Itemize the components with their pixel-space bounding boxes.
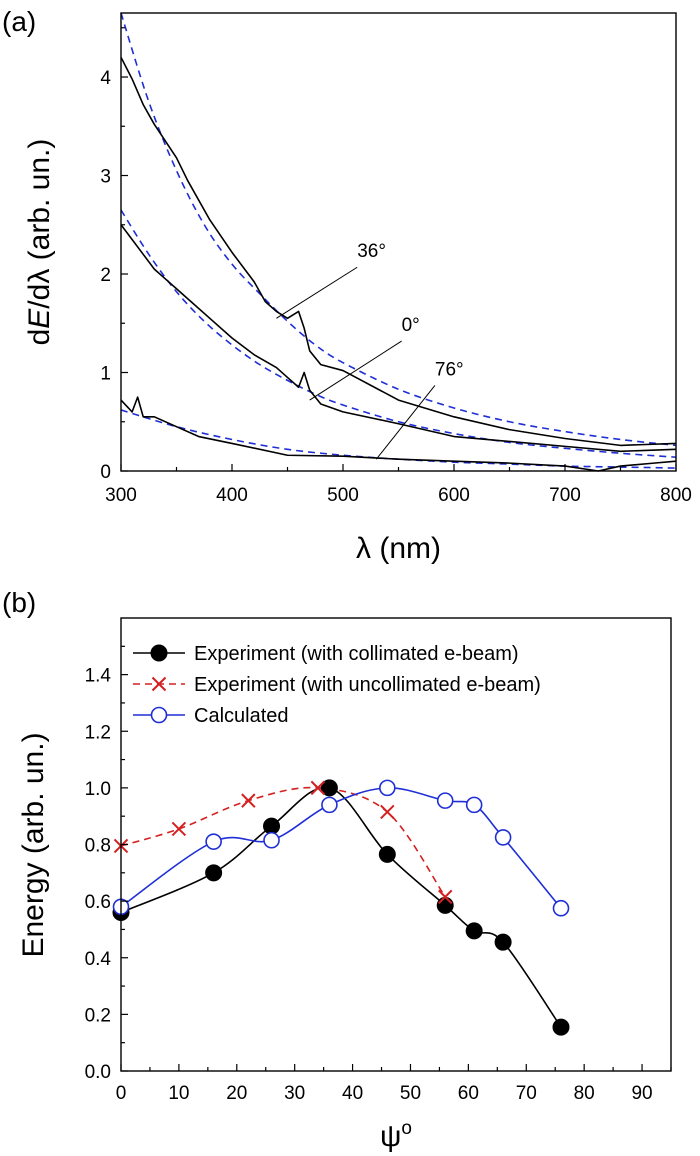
panel-b-point-3 [263, 831, 280, 849]
panel-b-legend: Experiment (with collimated e-beam) Exper… [133, 643, 541, 727]
panel-a-label: (a) [2, 6, 36, 37]
panel-b-series-line-2 [120, 786, 446, 898]
panel-a-xtick-label: 500 [327, 485, 359, 506]
panel-a-ylabel-prefix: d [23, 329, 56, 346]
panel-a-measured-line [120, 56, 677, 447]
panel-b-xtick-label: 90 [631, 1083, 652, 1104]
panel-b-point-2 [380, 804, 395, 820]
panel-a-annotation-label: 0° [402, 315, 420, 336]
panel-a-xtick-label: 700 [549, 485, 581, 506]
panel-a-ytick-label: 0 [100, 462, 111, 483]
panel-b-point-3 [321, 796, 338, 814]
panel-b-ytick-label: 0.4 [85, 949, 112, 970]
panel-b-xlabel-sup: o [401, 1118, 412, 1139]
panel-b-xtick-label: 40 [342, 1083, 363, 1104]
panel-b-point-2 [438, 889, 453, 905]
legend-marker-1 [150, 644, 168, 662]
panel-a-xtick-label: 400 [216, 485, 248, 506]
panel-a-measured-line [120, 224, 677, 453]
panel-b-point-3 [494, 829, 512, 846]
panel-b-ytick-label: 1.4 [85, 666, 112, 687]
panel-b-ytick-label: 0.2 [85, 1005, 111, 1026]
panel-b-ytick-label: 0.6 [85, 892, 111, 913]
panel-a-ylabel-suffix: /dλ (arb. un.) [23, 139, 56, 309]
panel-a-ticks: 300 400 500 600 700 800 0 1 2 3 4 [100, 27, 692, 506]
panel-b-point-3 [552, 899, 570, 917]
panel-a-plot-area [120, 12, 677, 472]
panel-b-point-1 [263, 817, 281, 835]
panel-a: (a) 300 400 500 600 700 800 0 1 2 3 4 36° 0° 76° λ (… [2, 6, 692, 565]
panel-b-label: (b) [2, 587, 36, 618]
panel-b-xtick-label: 80 [574, 1083, 595, 1104]
panel-b-xtick-label: 60 [458, 1083, 479, 1104]
panel-b-point-3 [465, 796, 483, 814]
panel-b-series-line-3 [120, 787, 562, 909]
panel-a-fit-line [120, 209, 677, 459]
panel-b-point-1 [205, 864, 223, 882]
panel-b-point-1 [320, 779, 338, 797]
panel-a-annotation-label: 36° [357, 241, 386, 262]
panel-b-series-line-1 [120, 786, 562, 1028]
legend-label-3: Calculated [194, 705, 289, 727]
panel-a-ytick-label: 4 [100, 68, 111, 89]
panel-b-ytick-label: 1.2 [85, 722, 111, 743]
panel-a-annotation-leader [276, 266, 358, 319]
panel-a-annotation-leader [375, 385, 436, 460]
legend-marker-3 [150, 706, 168, 724]
panel-b-point-3 [379, 779, 396, 797]
panel-a-xlabel: λ (nm) [356, 532, 441, 565]
panel-a-ytick-label: 1 [100, 364, 111, 385]
panel-b-point-2 [171, 821, 187, 837]
legend-label-2: Experiment (with uncollimated e-beam) [194, 674, 541, 696]
panel-b-ticks: 0 10 20 30 40 50 60 70 80 90 0.0 0.2 0.4 0.6 0.8 1.0 1.2… [85, 645, 672, 1104]
panel-b-point-1 [465, 922, 483, 940]
panel-b-xtick-label: 50 [400, 1083, 421, 1104]
panel-a-annotation-label: 76° [435, 359, 464, 380]
panel-a-ylabel: dE/dλ (arb. un.) [23, 139, 56, 346]
panel-b-xtick-label: 70 [516, 1083, 537, 1104]
panel-a-xtick-label: 800 [660, 485, 692, 506]
panel-a-ylabel-italic: E [23, 308, 56, 329]
panel-a-xtick-label: 600 [438, 485, 470, 506]
panel-b-point-3 [436, 792, 454, 809]
panel-b-ytick-label: 0.8 [85, 836, 111, 857]
panel-b-point-1 [378, 845, 396, 863]
panel-b-xtick-label: 10 [168, 1083, 189, 1104]
panel-b-ytick-label: 1.0 [85, 779, 111, 800]
panel-b-point-1 [494, 933, 512, 951]
panel-b-xtick-label: 0 [116, 1083, 127, 1104]
panel-b-xlabel-main: ψ [380, 1120, 401, 1153]
panel-b-xlabel: ψo [380, 1118, 412, 1153]
panel-a-annotations: 36° 0° 76° [276, 241, 464, 460]
panel-b-point-1 [436, 896, 454, 914]
panel-b-ytick-label: 0.0 [85, 1062, 111, 1083]
panel-b-xtick-label: 20 [226, 1083, 247, 1104]
panel-b-point-2 [310, 780, 326, 796]
panel-b-xtick-label: 30 [284, 1083, 305, 1104]
panel-a-ytick-label: 2 [100, 265, 111, 286]
panel-b-plot-area [112, 779, 570, 1036]
panel-a-measured-line [120, 396, 677, 472]
panel-a-annotation-leader [309, 340, 402, 401]
panel-b-point-2 [241, 793, 256, 808]
panel-a-ytick-label: 3 [100, 167, 111, 188]
panel-b: (b) 0 10 20 30 40 50 60 70 80 90 0.0 0.2 0.4 0.6 0.8 1.… [2, 587, 672, 1153]
panel-a-frame [120, 12, 677, 472]
legend-marker-2 [151, 676, 167, 692]
panel-b-point-1 [552, 1018, 570, 1036]
panel-a-fit-line [120, 12, 677, 447]
panel-a-xtick-label: 300 [105, 485, 137, 506]
legend-label-1: Experiment (with collimated e-beam) [194, 643, 519, 665]
panel-b-ylabel: Energy (arb. un.) [17, 732, 50, 957]
panel-b-point-3 [205, 833, 222, 850]
